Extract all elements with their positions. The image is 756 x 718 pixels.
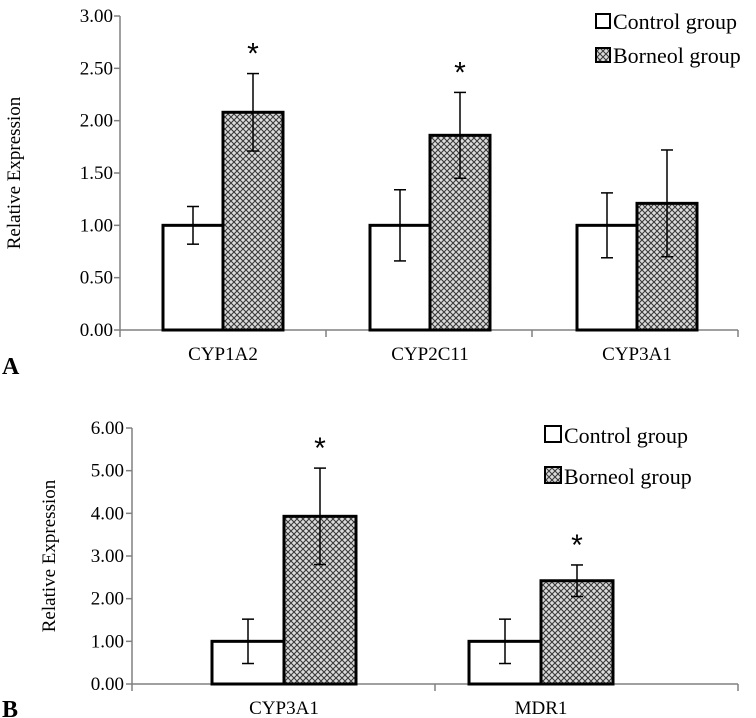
legend-swatch-control bbox=[595, 13, 611, 29]
panel-label: B bbox=[2, 697, 18, 718]
legend-swatch-control bbox=[544, 425, 562, 443]
panel-label: A bbox=[2, 354, 20, 380]
y-axis-label: Relative Expression bbox=[4, 96, 25, 249]
x-category-label: CYP3A1 bbox=[249, 698, 319, 718]
y-tick-label: 3.00 bbox=[80, 6, 113, 27]
x-category-label: CYP2C11 bbox=[391, 344, 468, 365]
x-category-label: CYP3A1 bbox=[602, 344, 672, 365]
legend-label-control: Control group bbox=[613, 9, 737, 34]
legend-label-control: Control group bbox=[564, 423, 688, 448]
legend-swatch-borneol bbox=[595, 47, 611, 63]
y-tick-label: 0.00 bbox=[80, 320, 113, 341]
y-tick-label: 5.00 bbox=[91, 461, 124, 482]
y-tick-label: 3.00 bbox=[91, 546, 124, 567]
significance-marker: * bbox=[247, 38, 259, 71]
panel-a-chart: 0.00 0.50 1.00 1.50 2.00 2.50 3.00 Relative Exp… bbox=[2, 6, 741, 380]
y-tick-label: 1.00 bbox=[91, 631, 124, 652]
significance-marker: * bbox=[314, 432, 326, 465]
y-tick-label: 2.00 bbox=[91, 589, 124, 610]
legend-swatch-borneol bbox=[544, 466, 562, 484]
y-tick-label: 1.00 bbox=[80, 215, 113, 236]
legend-label-borneol: Borneol group bbox=[564, 464, 692, 489]
y-tick-label: 2.00 bbox=[80, 111, 113, 132]
x-category-label: MDR1 bbox=[515, 698, 568, 718]
significance-marker: * bbox=[571, 529, 583, 562]
significance-marker: * bbox=[454, 56, 466, 89]
y-tick-label: 6.00 bbox=[91, 418, 124, 439]
y-tick-label: 2.50 bbox=[80, 58, 113, 79]
y-tick-label: 1.50 bbox=[80, 163, 113, 184]
x-category-label: CYP1A2 bbox=[188, 344, 258, 365]
legend-label-borneol: Borneol group bbox=[613, 43, 741, 68]
y-tick-label: 0.50 bbox=[80, 268, 113, 289]
y-tick-label: 4.00 bbox=[91, 503, 124, 524]
y-axis-label: Relative Expression bbox=[39, 479, 60, 632]
panel-b-chart: 0.00 1.00 2.00 3.00 4.00 5.00 6.00 Relative Exp… bbox=[2, 418, 739, 718]
y-tick-label: 0.00 bbox=[91, 674, 124, 695]
